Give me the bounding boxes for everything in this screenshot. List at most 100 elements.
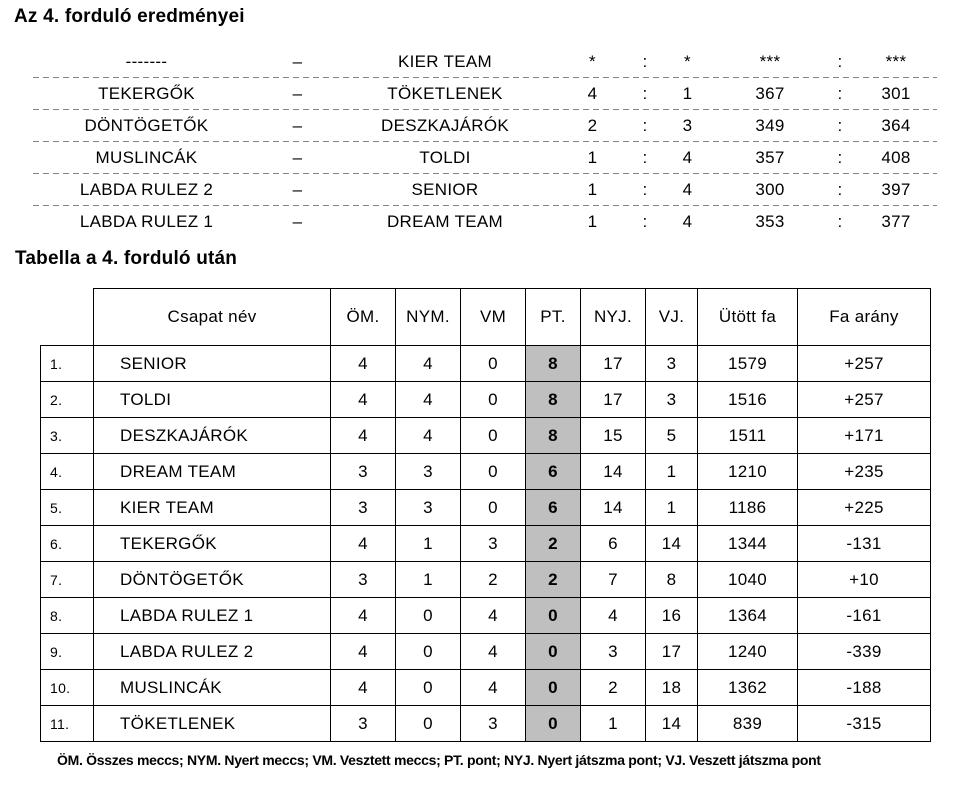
home-set-score: 2 — [587, 115, 598, 135]
vm-cell: 4 — [460, 633, 526, 670]
away-team-name: DREAM TEAM — [386, 211, 504, 231]
nyj-cell: 14 — [580, 489, 646, 526]
team-name-header: Csapat név — [93, 288, 331, 346]
utott-fa-header: Ütött fa — [697, 288, 798, 346]
result-row: MUSLINCÁK – TOLDI 1 : 4 357 : 408 — [33, 142, 937, 173]
team-cell: DESZKAJÁRÓK — [93, 417, 331, 454]
standings-table: Csapat név ÖM. NYM. VM PT. NYJ. VJ. Ütöt… — [40, 288, 931, 742]
rank-cell: 4. — [40, 453, 94, 490]
fa-arany-cell: +225 — [797, 489, 931, 526]
nyj-cell: 7 — [580, 561, 646, 598]
result-row: DÖNTÖGETŐK – DESZKAJÁRÓK 2 : 3 349 : 364 — [33, 110, 937, 141]
rank-cell: 11. — [40, 705, 94, 742]
nym-cell: 0 — [395, 669, 461, 706]
team-cell: LABDA RULEZ 1 — [93, 597, 331, 634]
home-pins: 367 — [755, 83, 785, 103]
home-team-name: ------- — [125, 51, 168, 71]
team-cell: DÖNTÖGETŐK — [93, 561, 331, 598]
nym-cell: 1 — [395, 525, 461, 562]
utott-fa-cell: 1240 — [697, 633, 798, 670]
rank-cell: 8. — [40, 597, 94, 634]
vm-cell: 0 — [460, 489, 526, 526]
om-header: ÖM. — [330, 288, 396, 346]
vj-cell: 8 — [645, 561, 698, 598]
away-pins: *** — [885, 51, 907, 71]
dashed-separator — [33, 77, 937, 78]
standings-header-row: Csapat név ÖM. NYM. VM PT. NYJ. VJ. Ütöt… — [41, 288, 931, 346]
set-score-colon: : — [642, 211, 648, 231]
fa-arany-cell: +10 — [797, 561, 931, 598]
utott-fa-cell: 1186 — [697, 489, 798, 526]
set-score-colon: : — [642, 83, 648, 103]
utott-fa-cell: 1511 — [697, 417, 798, 454]
pt-cell: 2 — [525, 525, 581, 562]
om-cell: 3 — [330, 453, 396, 490]
fa-arany-cell: +171 — [797, 417, 931, 454]
utott-fa-cell: 1579 — [697, 345, 798, 382]
nyj-cell: 1 — [580, 705, 646, 742]
home-set-score: * — [589, 51, 596, 71]
pins-colon: : — [837, 115, 843, 135]
vj-cell: 5 — [645, 417, 698, 454]
nyj-cell: 17 — [580, 381, 646, 418]
fa-arany-cell: -131 — [797, 525, 931, 562]
rank-cell: 5. — [40, 489, 94, 526]
om-cell: 4 — [330, 525, 396, 562]
result-row: LABDA RULEZ 1 – DREAM TEAM 1 : 4 353 : 3… — [33, 206, 937, 237]
nyj-cell: 14 — [580, 453, 646, 490]
pt-cell: 0 — [525, 705, 581, 742]
away-team-name: KIER TEAM — [397, 51, 493, 71]
rank-cell: 1. — [40, 345, 94, 382]
rank-cell: 6. — [40, 525, 94, 562]
om-cell: 3 — [330, 561, 396, 598]
om-cell: 4 — [330, 345, 396, 382]
nym-cell: 4 — [395, 417, 461, 454]
standings-title: Tabella a 4. forduló után — [15, 248, 238, 269]
rank-cell: 10. — [40, 669, 94, 706]
dashed-separator — [33, 205, 937, 206]
pt-cell: 6 — [525, 489, 581, 526]
away-pins: 397 — [881, 179, 911, 199]
pt-cell: 0 — [525, 669, 581, 706]
vs-dash: – — [292, 211, 303, 231]
home-pins: *** — [759, 51, 781, 71]
vm-cell: 3 — [460, 525, 526, 562]
home-set-score: 4 — [587, 83, 598, 103]
vj-cell: 17 — [645, 633, 698, 670]
vj-cell: 1 — [645, 489, 698, 526]
standings-row: 10. MUSLINCÁK 4 0 4 0 2 18 1362 -188 — [40, 669, 931, 706]
standings-row: 9. LABDA RULEZ 2 4 0 4 0 3 17 1240 -339 — [40, 633, 931, 670]
away-pins: 364 — [881, 115, 911, 135]
nym-cell: 4 — [395, 345, 461, 382]
standings-row: 3. DESZKAJÁRÓK 4 4 0 8 15 5 1511 +171 — [40, 417, 931, 454]
dashed-separator — [33, 109, 937, 110]
om-cell: 4 — [330, 633, 396, 670]
pins-colon: : — [837, 83, 843, 103]
set-score-colon: : — [642, 147, 648, 167]
home-team-name: DÖNTÖGETŐK — [84, 115, 209, 135]
pt-cell: 0 — [525, 633, 581, 670]
fa-arany-cell: +257 — [797, 381, 931, 418]
home-set-score: 1 — [587, 179, 598, 199]
vs-dash: – — [292, 51, 303, 71]
om-cell: 3 — [330, 705, 396, 742]
nyj-cell: 3 — [580, 633, 646, 670]
set-score-colon: : — [642, 115, 648, 135]
vj-header: VJ. — [645, 288, 698, 346]
vj-cell: 1 — [645, 453, 698, 490]
away-set-score: 4 — [682, 211, 693, 231]
nyj-cell: 15 — [580, 417, 646, 454]
rank-cell: 2. — [40, 381, 94, 418]
results-table: ------- – KIER TEAM * : * *** : *** TEKE… — [33, 46, 937, 237]
team-cell: TÖKETLENEK — [93, 705, 331, 742]
nym-cell: 0 — [395, 633, 461, 670]
result-row: TEKERGŐK – TÖKETLENEK 4 : 1 367 : 301 — [33, 78, 937, 109]
pt-cell: 0 — [525, 597, 581, 634]
home-team-name: LABDA RULEZ 2 — [79, 179, 214, 199]
fa-arany-cell: +257 — [797, 345, 931, 382]
nyj-cell: 6 — [580, 525, 646, 562]
vm-cell: 3 — [460, 705, 526, 742]
utott-fa-cell: 1362 — [697, 669, 798, 706]
set-score-colon: : — [642, 51, 648, 71]
home-pins: 357 — [755, 147, 785, 167]
